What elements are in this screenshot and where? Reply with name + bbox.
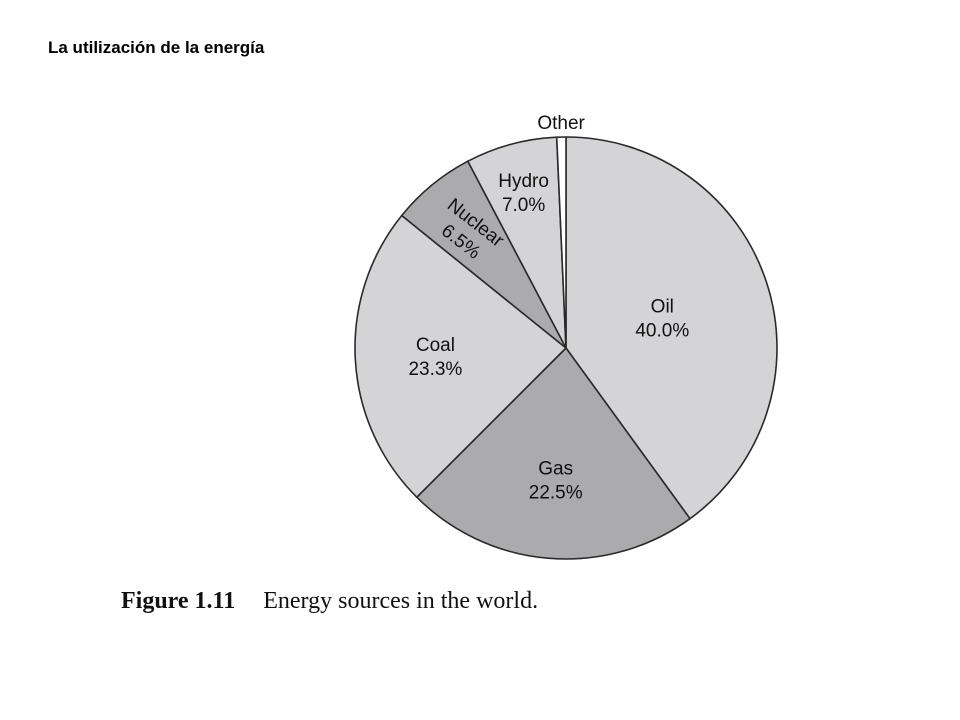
- figure-number: Figure 1.11: [121, 588, 236, 614]
- slice-label-other: Other: [537, 113, 585, 134]
- slice-label-gas: Gas 22.5%: [529, 458, 583, 503]
- slice-name-other: Other: [537, 113, 585, 134]
- slice-value-hydro: 7.0%: [502, 195, 545, 216]
- slice-label-coal: Coal 23.3%: [408, 335, 462, 380]
- pie-slice-gas: [416, 347, 691, 560]
- slice-value-oil: 40.0%: [635, 321, 689, 342]
- figure-caption: Figure 1.11 Energy sources in the world.: [121, 588, 538, 615]
- pie-slice-coal: [354, 214, 567, 498]
- pie-slice-other: [555, 136, 567, 349]
- pie-slices: [354, 136, 778, 560]
- slice-name-oil: Oil: [651, 297, 674, 318]
- pie-labels: Oil 40.0%Gas 22.5%Coal 23.3%Nuclear6.5%Hydr…: [408, 113, 689, 503]
- slice-label-hydro: Hydro 7.0%: [498, 171, 549, 216]
- slice-label-oil: Oil 40.0%: [635, 297, 689, 342]
- slice-name-hydro: Hydro: [498, 171, 549, 192]
- slice-value-coal: 23.3%: [408, 359, 462, 380]
- slice-name-coal: Coal: [416, 335, 455, 356]
- figure-caption-text: Energy sources in the world.: [263, 588, 539, 614]
- pie-slice-oil: [565, 136, 778, 520]
- slice-value-gas: 22.5%: [529, 482, 583, 503]
- slice-name-gas: Gas: [538, 458, 573, 479]
- slide-title: La utilización de la energía: [48, 38, 265, 57]
